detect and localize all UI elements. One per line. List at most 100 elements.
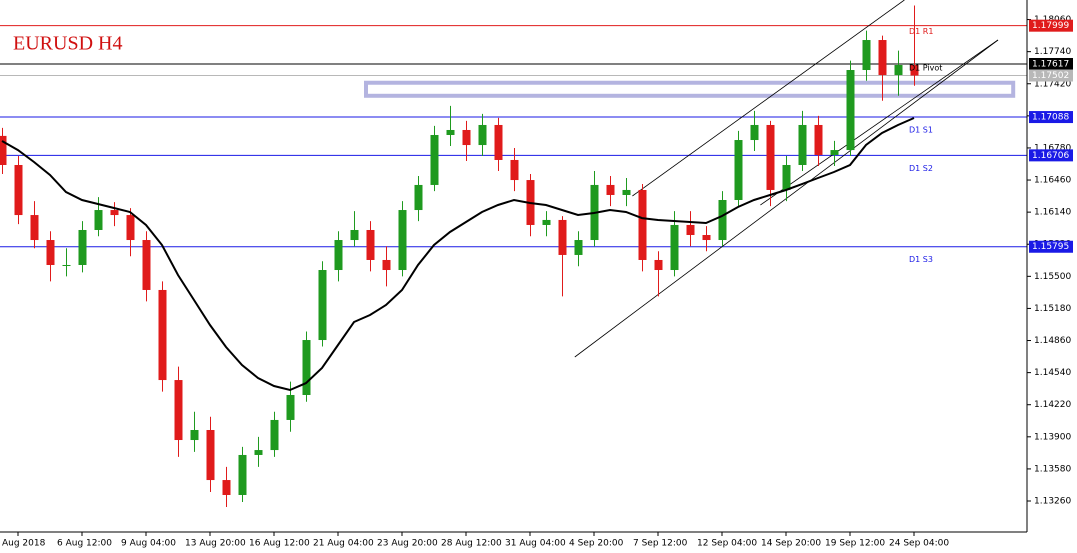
- candle-body: [126, 215, 135, 241]
- candle-body: [606, 184, 615, 195]
- candle-body: [654, 259, 663, 271]
- level-price-box: [1029, 111, 1073, 124]
- candle-body: [366, 229, 375, 260]
- level-price-box: [1029, 240, 1073, 253]
- candle-body: [910, 64, 919, 76]
- candle-body: [206, 429, 215, 481]
- candle-body: [542, 219, 551, 225]
- x-tick-label: 31 Aug 04:00: [505, 539, 566, 549]
- candle-body: [414, 184, 423, 211]
- x-tick-label: 14 Sep 20:00: [761, 539, 821, 549]
- candle-body: [782, 164, 791, 190]
- x-tick-label: 13 Aug 20:00: [185, 539, 246, 549]
- y-tick-label: 1.13900: [1034, 432, 1071, 442]
- candle-body: [430, 135, 439, 185]
- price-zone: [364, 80, 1016, 98]
- x-tick-label: 24 Sep 04:00: [889, 539, 949, 549]
- level-name: D1 S1: [909, 126, 933, 135]
- candle-body: [446, 129, 455, 136]
- candle-body: [478, 124, 487, 146]
- x-tick-label: 19 Sep 12:00: [825, 539, 885, 549]
- level-price-label: 1.17088: [1032, 113, 1069, 123]
- candle-body: [270, 419, 279, 451]
- candle-body: [734, 140, 743, 201]
- candle-body: [142, 240, 151, 290]
- candle-body: [878, 40, 887, 76]
- candle-body: [702, 235, 711, 241]
- candle-body: [94, 210, 103, 230]
- y-tick-label: 1.13580: [1034, 464, 1071, 474]
- candle-body: [670, 224, 679, 271]
- candle-body: [798, 124, 807, 165]
- level-name: D1 Pivot: [909, 63, 942, 72]
- y-tick-label: 1.16140: [1034, 208, 1071, 218]
- candle-body: [686, 224, 695, 236]
- candle-body: [350, 229, 359, 241]
- moving-average: [1, 117, 915, 392]
- candle-body: [510, 159, 519, 181]
- candle-body: [78, 229, 87, 265]
- candle-body: [382, 259, 391, 271]
- level-name: D1 R1: [909, 27, 933, 36]
- x-tick-label: 4 Sep 20:00: [569, 539, 624, 549]
- candle-body: [222, 480, 231, 495]
- y-tick-label: 1.17420: [1034, 79, 1071, 89]
- x-tick-label: 21 Aug 04:00: [313, 539, 374, 549]
- candle-body: [494, 124, 503, 160]
- y-tick-label: 1.13260: [1034, 497, 1071, 507]
- candle-body: [622, 189, 631, 195]
- candle-body: [894, 64, 903, 76]
- candle-body: [462, 129, 471, 146]
- level-price-label: 1.15795: [1032, 242, 1069, 252]
- candle-body: [46, 240, 55, 265]
- candle-body: [814, 124, 823, 155]
- level-price-box: [1029, 149, 1073, 162]
- level-price-label: 1.16706: [1032, 151, 1069, 161]
- candle-body: [174, 380, 183, 441]
- level-price-box: [1029, 69, 1073, 82]
- level-name: D1 S2: [909, 164, 933, 173]
- candle-body: [574, 240, 583, 255]
- x-tick-label: Aug 2018: [2, 539, 46, 549]
- candle-body: [718, 200, 727, 241]
- candle-body: [846, 70, 855, 151]
- candle-body: [558, 219, 567, 255]
- candle-body: [830, 150, 839, 155]
- candle-body: [638, 189, 647, 260]
- candle-body: [238, 454, 247, 495]
- candle-body: [750, 124, 759, 141]
- x-tick-label: 28 Aug 12:00: [441, 539, 502, 549]
- x-tick-label: 6 Aug 12:00: [57, 539, 112, 549]
- y-tick-label: 1.14540: [1034, 368, 1071, 378]
- level-price-box: [1029, 19, 1073, 32]
- candle-body: [30, 215, 39, 241]
- candle-body: [318, 270, 327, 341]
- y-tick-label: 1.14220: [1034, 400, 1071, 410]
- trendline: [632, 0, 905, 197]
- candle-body: [62, 264, 71, 266]
- candle-body: [190, 429, 199, 441]
- y-tick-label: 1.16460: [1034, 176, 1071, 186]
- x-tick-label: 16 Aug 12:00: [249, 539, 310, 549]
- y-tick-label: 1.15180: [1034, 304, 1071, 314]
- y-tick-label: 1.17740: [1034, 47, 1071, 57]
- y-tick-label: 1.16780: [1034, 143, 1071, 153]
- candle-body: [398, 210, 407, 271]
- candle-body: [0, 135, 7, 165]
- candle-body: [766, 124, 775, 190]
- y-tick-label: 1.15500: [1034, 272, 1071, 282]
- candle-body: [334, 240, 343, 271]
- x-tick-label: 7 Sep 12:00: [633, 539, 688, 549]
- x-tick-label: 23 Aug 20:00: [377, 539, 438, 549]
- candle-body: [862, 40, 871, 71]
- candle-body: [158, 289, 167, 381]
- level-price-label: 1.17502: [1032, 71, 1069, 81]
- candle-body: [110, 210, 119, 216]
- level-price-box: [1029, 57, 1073, 70]
- candle-body: [254, 450, 263, 455]
- level-name: D1 S3: [909, 255, 933, 264]
- x-tick-label: 12 Sep 04:00: [697, 539, 757, 549]
- x-tick-label: 9 Aug 04:00: [121, 539, 176, 549]
- trendline: [760, 39, 999, 206]
